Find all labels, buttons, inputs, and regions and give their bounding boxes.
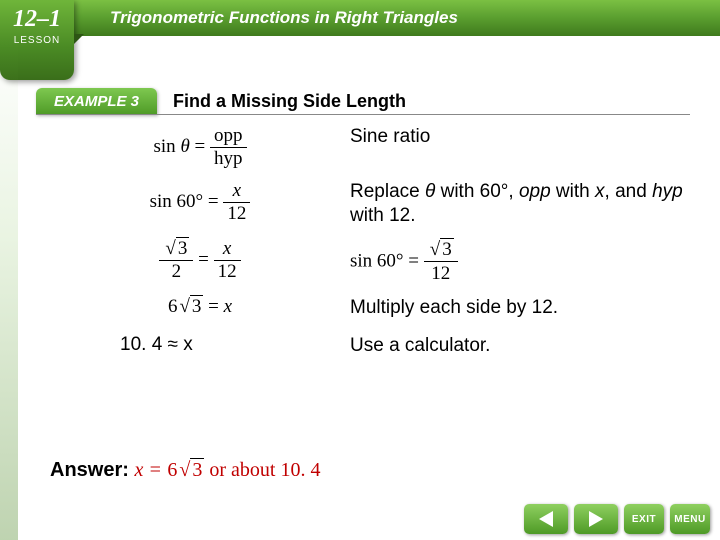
lesson-title: Trigonometric Functions in Right Triangl… bbox=[110, 8, 458, 28]
hint-expr: sin 60° = 312 bbox=[350, 238, 690, 287]
explain-text: Replace θ with 60°, opp with x, and hyp … bbox=[350, 180, 690, 228]
step-row: sin θ = opphyp Sine ratio bbox=[50, 125, 690, 170]
nav-bar: EXIT MENU bbox=[524, 504, 710, 534]
prev-button[interactable] bbox=[524, 504, 568, 534]
step-row: 10. 4 ≈ x Use a calculator. bbox=[50, 334, 690, 358]
exit-button[interactable]: EXIT bbox=[624, 504, 664, 534]
step-row: sin 60° = x12 Replace θ with 60°, opp wi… bbox=[50, 180, 690, 228]
example-title: Find a Missing Side Length bbox=[173, 91, 406, 112]
example-banner: EXAMPLE 3 Find a Missing Side Length bbox=[36, 88, 406, 115]
menu-button[interactable]: MENU bbox=[670, 504, 710, 534]
chapter-number: 12 bbox=[13, 6, 37, 33]
content-area: sin θ = opphyp Sine ratio sin 60° = x12 … bbox=[50, 125, 690, 368]
answer-variable: x = bbox=[134, 459, 161, 481]
title-rule bbox=[36, 114, 690, 115]
explain-text: Sine ratio bbox=[350, 125, 690, 149]
exit-label: EXIT bbox=[632, 514, 656, 525]
left-gradient-stripe bbox=[0, 36, 18, 540]
next-button[interactable] bbox=[574, 504, 618, 534]
answer-label: Answer: bbox=[50, 459, 129, 481]
explain-text: Use a calculator. bbox=[350, 334, 690, 358]
chapter-dash: – bbox=[37, 6, 49, 32]
tab-corner bbox=[74, 34, 84, 44]
lesson-title-bar: Trigonometric Functions in Right Triangl… bbox=[0, 0, 720, 36]
menu-label: MENU bbox=[674, 514, 705, 525]
example-badge: EXAMPLE 3 bbox=[36, 88, 157, 115]
explain-text: Multiply each side by 12. bbox=[350, 296, 690, 320]
answer-value: 63 or about 10. 4 bbox=[167, 459, 320, 481]
math-expr: 63 = x bbox=[50, 296, 350, 318]
answer-row: Answer: x = 63 or about 10. 4 bbox=[50, 459, 320, 482]
math-expr: 32 = x12 bbox=[50, 238, 350, 283]
step-row: 63 = x Multiply each side by 12. bbox=[50, 296, 690, 320]
math-expr: sin 60° = x12 bbox=[50, 180, 350, 225]
section-number: 1 bbox=[49, 6, 61, 33]
math-expr-plain: 10. 4 ≈ x bbox=[50, 334, 350, 356]
chevron-right-icon bbox=[589, 511, 603, 527]
step-row: 32 = x12 sin 60° = 312 bbox=[50, 238, 690, 287]
chevron-left-icon bbox=[539, 511, 553, 527]
math-expr: sin θ = opphyp bbox=[50, 125, 350, 170]
